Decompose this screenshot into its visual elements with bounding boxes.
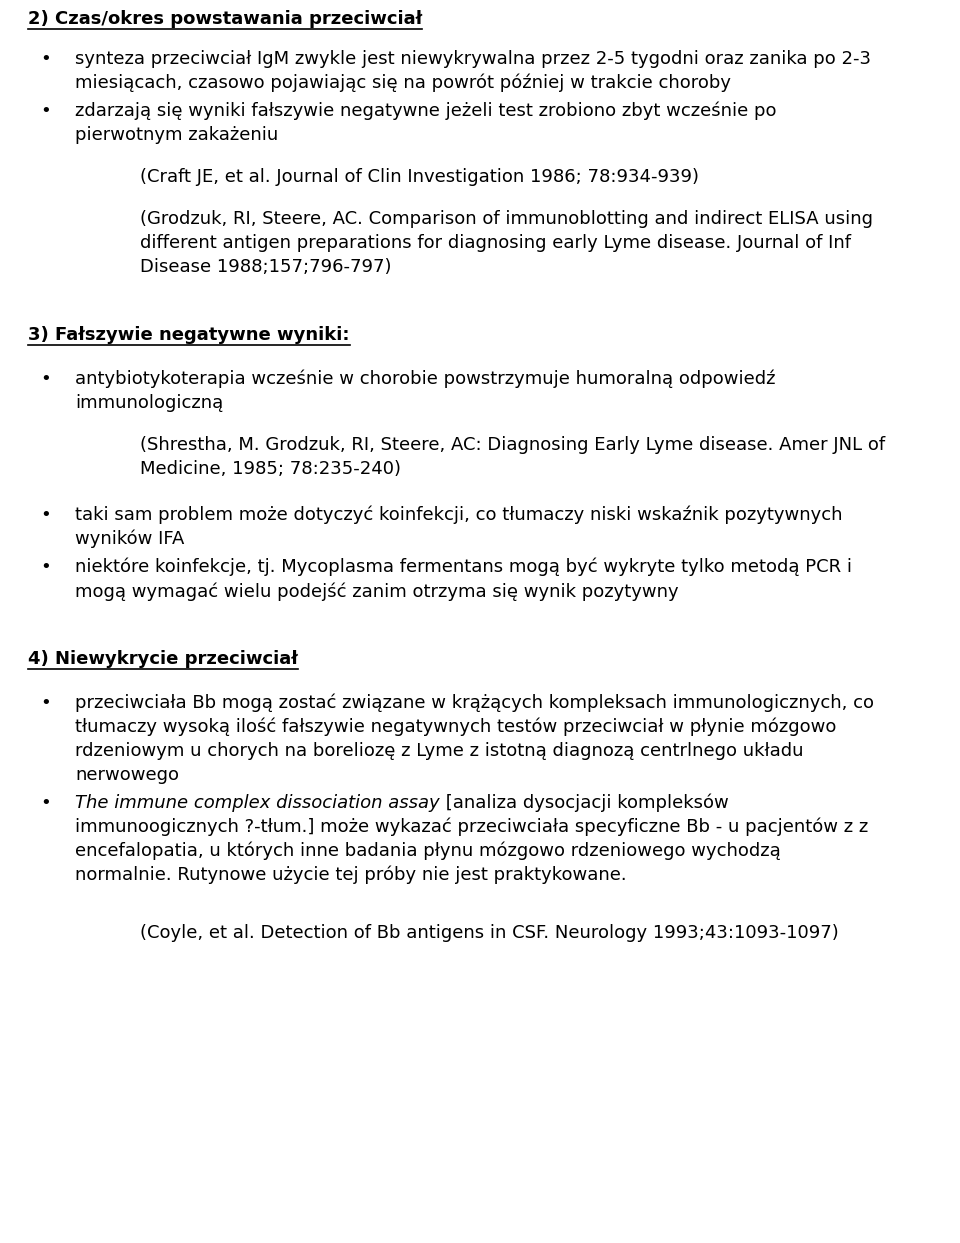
Text: wyników IFA: wyników IFA — [75, 530, 184, 548]
Text: The immune complex dissociation assay: The immune complex dissociation assay — [75, 794, 440, 812]
Text: 2) Czas/okres powstawania przeciwciał: 2) Czas/okres powstawania przeciwciał — [28, 10, 422, 29]
Text: rdzeniowym u chorych na boreliozę z Lyme z istotną diagnozą centrlnego układu: rdzeniowym u chorych na boreliozę z Lyme… — [75, 742, 804, 759]
Text: mogą wymagać wielu podejść zanim otrzyma się wynik pozytywny: mogą wymagać wielu podejść zanim otrzyma… — [75, 582, 679, 600]
Text: •: • — [40, 794, 51, 812]
Text: synteza przeciwciał IgM zwykle jest niewykrywalna przez 2-5 tygodni oraz zanika : synteza przeciwciał IgM zwykle jest niew… — [75, 50, 871, 68]
Text: •: • — [40, 370, 51, 388]
Text: •: • — [40, 558, 51, 576]
Text: antybiotykoterapia wcześnie w chorobie powstrzymuje humoralną odpowiedź: antybiotykoterapia wcześnie w chorobie p… — [75, 370, 776, 389]
Text: •: • — [40, 102, 51, 121]
Text: (Shrestha, M. Grodzuk, RI, Steere, AC: Diagnosing Early Lyme disease. Amer JNL o: (Shrestha, M. Grodzuk, RI, Steere, AC: D… — [140, 436, 885, 454]
Text: (Coyle, et al. Detection of Bb antigens in CSF. Neurology 1993;43:1093-1097): (Coyle, et al. Detection of Bb antigens … — [140, 924, 839, 942]
Text: encefalopatia, u których inne badania płynu mózgowo rdzeniowego wychodzą: encefalopatia, u których inne badania pł… — [75, 842, 780, 860]
Text: immunoogicznych ?-tłum.] może wykazać przeciwciała specyficzne Bb - u pacjentów : immunoogicznych ?-tłum.] może wykazać pr… — [75, 818, 868, 837]
Text: normalnie. Rutynowe użycie tej próby nie jest praktykowane.: normalnie. Rutynowe użycie tej próby nie… — [75, 866, 627, 885]
Text: przeciwciała Bb mogą zostać związane w krążących kompleksach immunologicznych, c: przeciwciała Bb mogą zostać związane w k… — [75, 694, 874, 712]
Text: 3) Fałszywie negatywne wyniki:: 3) Fałszywie negatywne wyniki: — [28, 326, 349, 344]
Text: different antigen preparations for diagnosing early Lyme disease. Journal of Inf: different antigen preparations for diagn… — [140, 234, 851, 252]
Text: Medicine, 1985; 78:235-240): Medicine, 1985; 78:235-240) — [140, 460, 401, 479]
Text: miesiącach, czasowo pojawiając się na powrót później w trakcie choroby: miesiącach, czasowo pojawiając się na po… — [75, 75, 731, 92]
Text: niektóre koinfekcje, tj. Mycoplasma fermentans mogą być wykryte tylko metodą PCR: niektóre koinfekcje, tj. Mycoplasma ferm… — [75, 558, 852, 577]
Text: pierwotnym zakażeniu: pierwotnym zakażeniu — [75, 126, 278, 144]
Text: (Craft JE, et al. Journal of Clin Investigation 1986; 78:934-939): (Craft JE, et al. Journal of Clin Invest… — [140, 168, 699, 186]
Text: 4) Niewykrycie przeciwciał: 4) Niewykrycie przeciwciał — [28, 650, 298, 667]
Text: •: • — [40, 506, 51, 525]
Text: (Grodzuk, RI, Steere, AC. Comparison of immunoblotting and indirect ELISA using: (Grodzuk, RI, Steere, AC. Comparison of … — [140, 210, 873, 227]
Text: nerwowego: nerwowego — [75, 766, 179, 784]
Text: •: • — [40, 50, 51, 68]
Text: •: • — [40, 694, 51, 712]
Text: tłumaczy wysoką ilość fałszywie negatywnych testów przeciwciał w płynie mózgowo: tłumaczy wysoką ilość fałszywie negatywn… — [75, 718, 836, 737]
Text: taki sam problem może dotyczyć koinfekcji, co tłumaczy niski wskaźnik pozytywnyc: taki sam problem może dotyczyć koinfekcj… — [75, 506, 843, 525]
Text: immunologiczną: immunologiczną — [75, 394, 224, 411]
Text: [analiza dysocjacji kompleksów: [analiza dysocjacji kompleksów — [440, 794, 729, 813]
Text: zdarzają się wyniki fałszywie negatywne jeżeli test zrobiono zbyt wcześnie po: zdarzają się wyniki fałszywie negatywne … — [75, 102, 777, 121]
Text: Disease 1988;157;796-797): Disease 1988;157;796-797) — [140, 259, 392, 276]
